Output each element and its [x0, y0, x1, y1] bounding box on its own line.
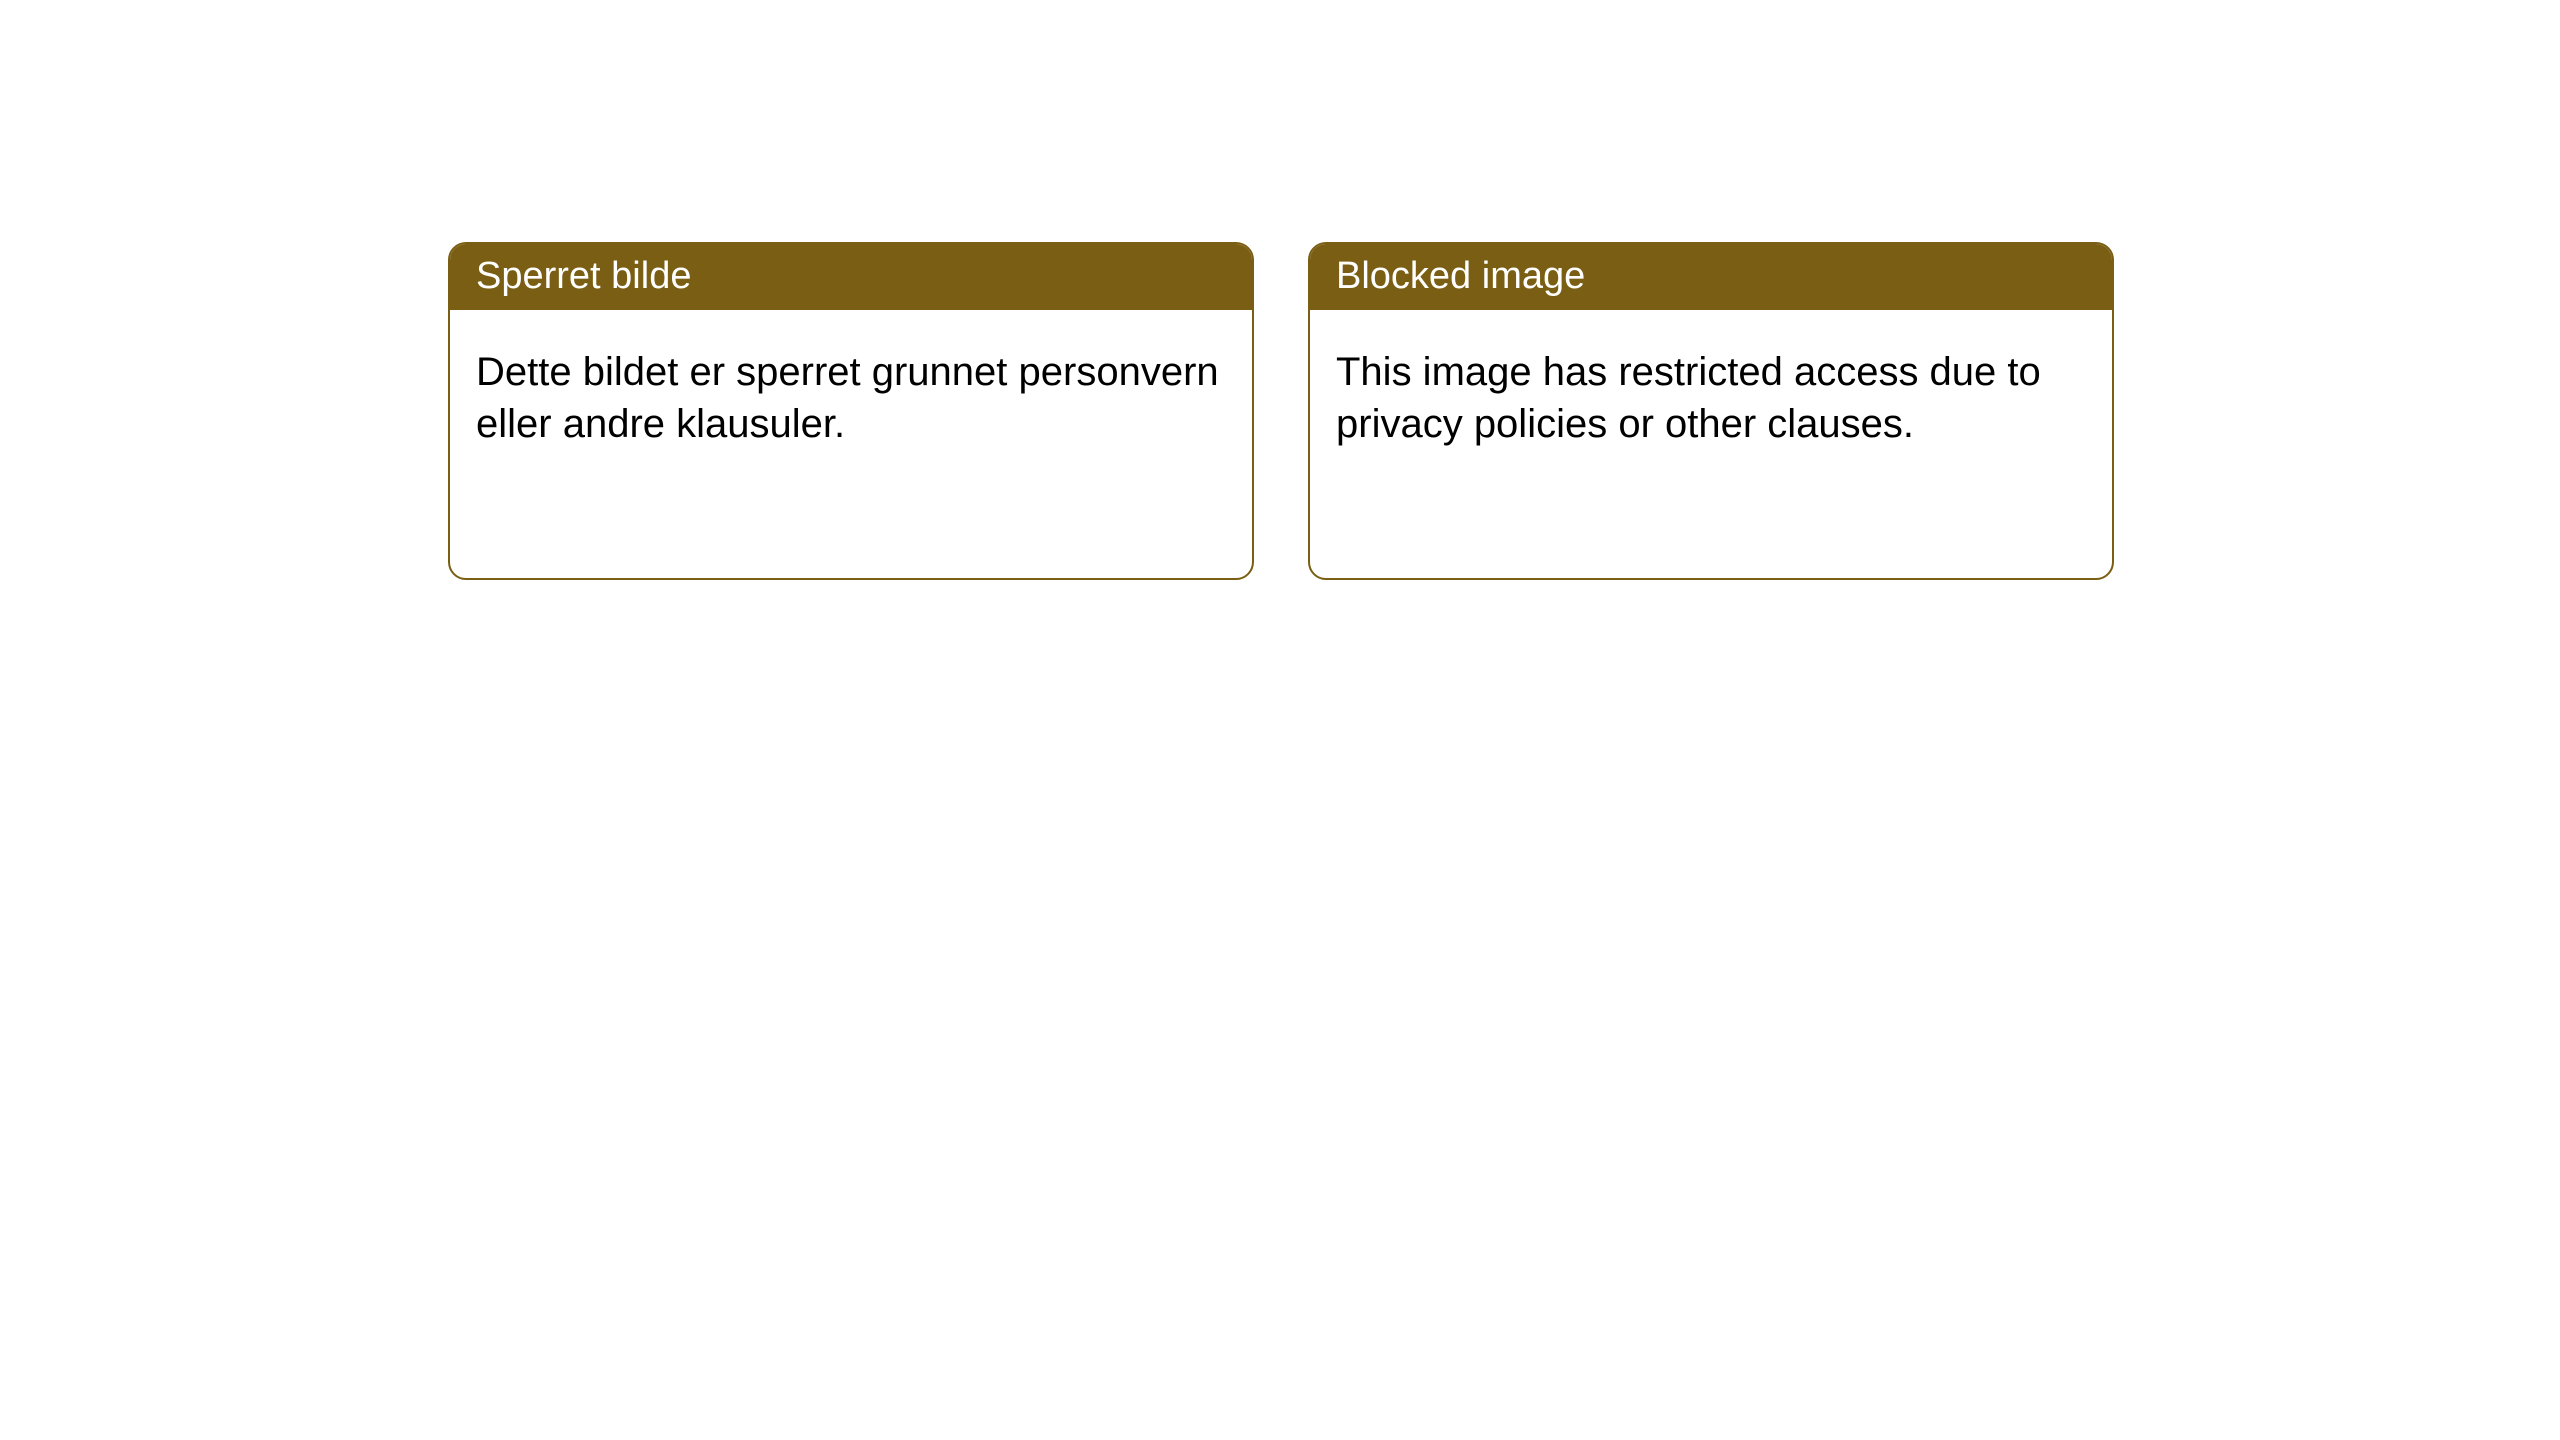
notice-header-norwegian: Sperret bilde — [450, 244, 1252, 310]
notice-body-english: This image has restricted access due to … — [1310, 310, 2112, 486]
notice-text-norwegian: Dette bildet er sperret grunnet personve… — [476, 350, 1219, 446]
notice-title-norwegian: Sperret bilde — [476, 255, 691, 297]
notice-container: Sperret bilde Dette bildet er sperret gr… — [0, 0, 2560, 580]
notice-title-english: Blocked image — [1336, 255, 1585, 297]
notice-text-english: This image has restricted access due to … — [1336, 350, 2041, 446]
notice-body-norwegian: Dette bildet er sperret grunnet personve… — [450, 310, 1252, 486]
notice-box-norwegian: Sperret bilde Dette bildet er sperret gr… — [448, 242, 1254, 580]
notice-header-english: Blocked image — [1310, 244, 2112, 310]
notice-box-english: Blocked image This image has restricted … — [1308, 242, 2114, 580]
